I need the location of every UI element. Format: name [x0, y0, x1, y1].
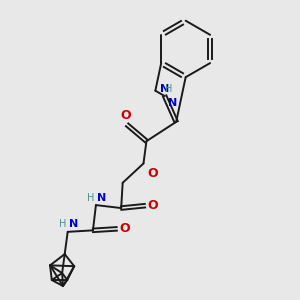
- Text: N: N: [160, 84, 169, 94]
- Text: H: H: [59, 220, 66, 230]
- Text: N: N: [168, 98, 177, 108]
- Text: H: H: [87, 193, 94, 203]
- Text: N: N: [69, 220, 78, 230]
- Text: H: H: [165, 84, 172, 94]
- Text: O: O: [119, 222, 130, 236]
- Text: O: O: [147, 199, 158, 212]
- Text: O: O: [120, 110, 131, 122]
- Text: O: O: [147, 167, 158, 180]
- Text: N: N: [98, 193, 107, 203]
